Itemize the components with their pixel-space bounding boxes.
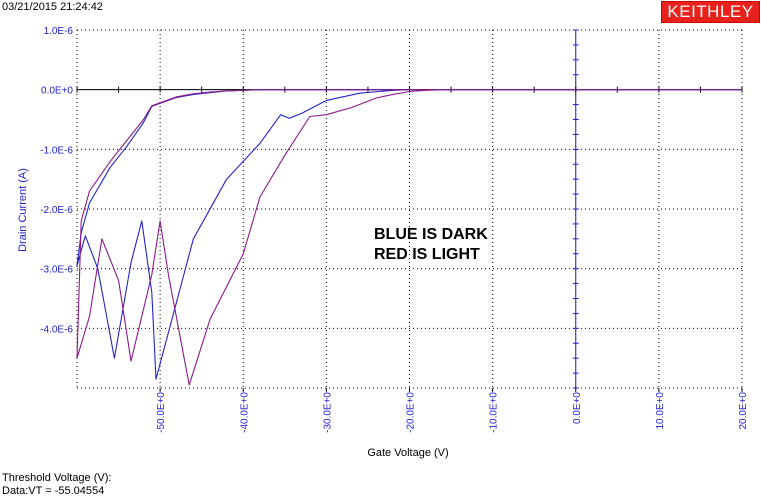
iv-chart: 1.0E-6 0.0E+0 -1.0E-6 -2.0E-6 -3.0E-6 -4.0E-6… xyxy=(17,26,749,459)
x-tick-label: -40.0E+0 xyxy=(239,392,250,433)
x-tick-label: 20.0E+0 xyxy=(738,392,749,430)
y-tick-label: -3.0E-6 xyxy=(40,265,73,276)
keithley-logo: KEITHLEY xyxy=(661,1,760,23)
x-tick-label: 10.0E+0 xyxy=(655,392,666,430)
x-tick-label: 0.0E+0 xyxy=(572,392,583,424)
annotation-red-light: RED IS LIGHT xyxy=(374,246,480,263)
series-line-2 xyxy=(76,89,742,386)
x-axis-title: Gate Voltage (V) xyxy=(367,447,448,459)
threshold-value: Data:VT = -55.04554 xyxy=(2,485,105,497)
series-group xyxy=(76,89,742,386)
x-tick-label: -30.0E+0 xyxy=(322,392,333,433)
x-tick-label: -10.0E+0 xyxy=(489,392,500,433)
y-tick-label: -1.0E-6 xyxy=(40,145,73,156)
y-tick-label: -2.0E-6 xyxy=(40,205,73,216)
y-axis-title: Drain Current (A) xyxy=(17,168,29,252)
tick-labels: 1.0E-6 0.0E+0 -1.0E-6 -2.0E-6 -3.0E-6 -4.0E-6… xyxy=(40,26,749,433)
y-tick-label: 1.0E-6 xyxy=(44,26,74,37)
x-tick-label: -50.0E+0 xyxy=(156,392,167,433)
x-tick-label: -20.0E+0 xyxy=(406,392,417,433)
timestamp: 03/21/2015 21:24:42 xyxy=(2,1,103,13)
threshold-label: Threshold Voltage (V): xyxy=(2,472,112,484)
grid xyxy=(76,29,743,389)
annotation-blue-dark: BLUE IS DARK xyxy=(374,226,488,243)
y-tick-label: -4.0E-6 xyxy=(40,324,73,335)
y-tick-label: 0.0E+0 xyxy=(41,86,73,97)
